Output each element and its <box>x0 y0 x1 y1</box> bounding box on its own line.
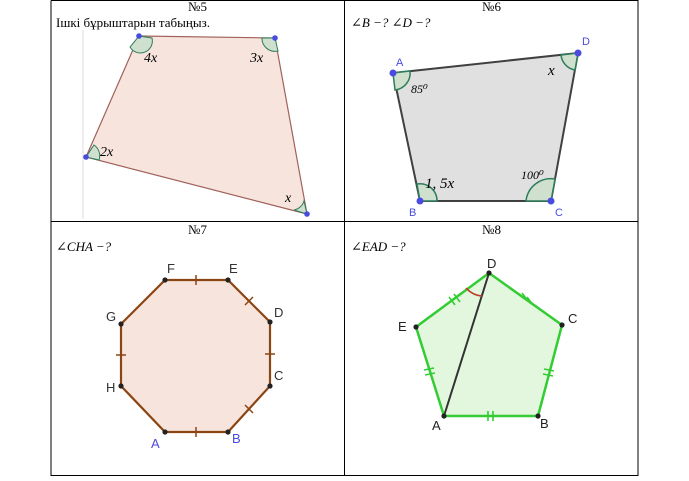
pentagon <box>414 271 564 418</box>
vertex-label-d: D <box>274 305 283 320</box>
quadrilateral-5 <box>85 35 308 215</box>
problem-7-figure: F E D C B A H G <box>106 261 283 451</box>
vertex-label-c: C <box>568 311 577 326</box>
angle-arc <box>85 144 101 161</box>
tick-marks <box>423 292 555 421</box>
vertex-point <box>547 197 555 205</box>
angle-arc <box>525 177 556 202</box>
angle-arc <box>392 70 411 91</box>
problem-5-task: Ішкі бұрыштарын табыңыз. <box>56 15 210 30</box>
problem-7-task: ∠CHA −? <box>56 239 112 254</box>
vertex-point <box>225 277 231 283</box>
angle-label: 4x <box>144 51 158 66</box>
problem-8-number: №8 <box>482 222 501 237</box>
vertex-point <box>162 429 168 435</box>
vertex-point <box>304 211 310 217</box>
problem-6-task: ∠B −? ∠D −? <box>351 15 431 30</box>
problem-8-task: ∠EAD −? <box>351 239 406 254</box>
vertex-label-e: E <box>398 319 407 334</box>
problem-8-figure: D C B A E <box>398 256 577 433</box>
angle-arc <box>416 182 438 202</box>
vertex-point <box>416 197 424 205</box>
angle-arc <box>129 35 153 54</box>
vertex-point <box>389 69 397 77</box>
angle-arc <box>261 37 279 52</box>
vertex-label-h: H <box>106 380 115 395</box>
vertex-point <box>441 413 447 419</box>
vertex-label-g: G <box>106 309 116 324</box>
angle-label-b: 1, 5x <box>425 176 455 192</box>
vertex-label-d: D <box>582 36 590 48</box>
vertex-label-e: E <box>229 261 238 276</box>
angle-arc <box>560 52 579 71</box>
vertex-point <box>118 321 124 327</box>
vertex-point <box>535 413 541 419</box>
vertex-point <box>486 270 492 276</box>
vertex-label-c: C <box>274 368 283 383</box>
tick-marks <box>116 275 275 437</box>
vertex-label-a: A <box>396 57 404 69</box>
vertex-point <box>83 154 89 160</box>
angle-label-a: 85⁰ <box>411 82 428 96</box>
vertex-label-d: D <box>487 256 496 271</box>
vertex-point <box>574 49 582 57</box>
vertex-label-c: C <box>555 207 563 219</box>
problem-6-number: №6 <box>482 0 501 14</box>
problem-7-number: №7 <box>188 222 207 237</box>
vertex-point <box>267 319 273 325</box>
problem-5-figure: 4x 3x 2x x <box>82 30 310 219</box>
vertex-point <box>267 383 273 389</box>
angle-label-d: x <box>547 63 555 79</box>
vertex-point <box>225 429 231 435</box>
problem-5-number: №5 <box>188 0 207 14</box>
vertex-label-f: F <box>167 261 175 276</box>
vertex-point <box>118 383 124 389</box>
problem-6-figure: A B C D 85⁰ 1, 5x 100⁰ x <box>389 36 590 219</box>
angle-label: 3x <box>249 51 264 66</box>
vertex-point <box>272 35 278 41</box>
angle-label: x <box>284 191 292 206</box>
angle-arc <box>465 287 483 297</box>
vertex-label-b: B <box>409 207 416 219</box>
table-grid <box>50 0 639 476</box>
diagonal-ad <box>443 272 490 417</box>
angle-arc <box>293 199 308 215</box>
vertex-point <box>162 277 168 283</box>
vertex-point <box>136 33 142 39</box>
vertex-label-b: B <box>540 416 549 431</box>
vertex-label-b: B <box>232 431 241 446</box>
angle-label-c: 100⁰ <box>521 168 544 182</box>
vertex-point <box>413 324 419 330</box>
vertex-label-a: A <box>151 436 160 451</box>
angle-label: 2x <box>100 145 114 160</box>
vertex-point <box>559 322 565 328</box>
vertex-label-a: A <box>432 418 441 433</box>
